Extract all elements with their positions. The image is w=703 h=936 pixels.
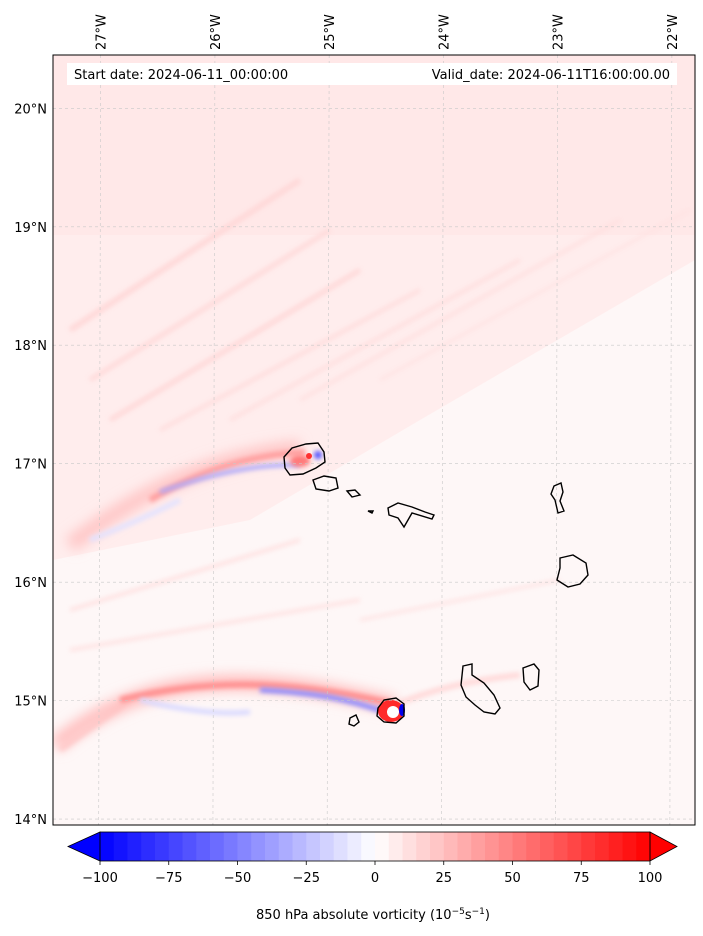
- island-maio: [522, 663, 540, 691]
- map-frame: [52, 54, 696, 826]
- colorbar-bin: [347, 832, 362, 861]
- colorbar: [67, 831, 678, 862]
- colorbar-bin: [223, 832, 238, 861]
- meridian-gridline: [98, 55, 101, 825]
- colorbar-tick-label: −75: [155, 871, 182, 886]
- lat-tick-label: 15°N: [14, 695, 47, 710]
- colorbar-tick-label: −100: [82, 871, 118, 886]
- colorbar-bin: [333, 832, 348, 861]
- lon-tick-label: 22°W: [666, 14, 681, 50]
- meridian-gridline: [669, 55, 673, 825]
- colorbar-bin: [113, 832, 128, 861]
- island-sal: [550, 482, 565, 514]
- lon-tick-label: 24°W: [437, 14, 452, 50]
- colorbar-bin: [443, 832, 458, 861]
- header-box: [67, 63, 677, 85]
- start-date-label: Start date: 2024-06-11_00:00:00: [74, 68, 288, 83]
- colorbar-bin: [416, 832, 431, 861]
- colorbar-bin: [306, 832, 321, 861]
- island-brava: [348, 714, 360, 727]
- colorbar-tick-label: 75: [573, 871, 590, 886]
- colorbar-bin: [278, 832, 293, 861]
- colorbar-bin: [553, 832, 568, 861]
- island-santa-luzia: [345, 489, 362, 498]
- colorbar-bin: [457, 832, 472, 861]
- colorbar-bin: [292, 832, 307, 861]
- island-santiago: [460, 663, 501, 715]
- colorbar-bin: [361, 832, 376, 861]
- colorbar-bin: [512, 832, 527, 861]
- lat-tick-label: 16°N: [14, 576, 47, 591]
- colorbar-bin: [237, 832, 252, 861]
- colorbar-tick-label: 50: [504, 871, 521, 886]
- colorbar-bin: [320, 832, 335, 861]
- islands: [283, 442, 589, 727]
- colorbar-bin: [100, 832, 115, 861]
- colorbar-label: 850 hPa absolute vorticity (10−5s−1): [256, 907, 490, 923]
- colorbar-bin: [498, 832, 513, 861]
- island-boa-vista: [556, 554, 589, 588]
- colorbar-tick-label: −25: [293, 871, 320, 886]
- colorbar-bin: [526, 832, 541, 861]
- island-sao-vicente: [312, 475, 339, 492]
- lon-tick-label: 25°W: [323, 14, 338, 50]
- colorbar-bin: [388, 832, 403, 861]
- colorbar-tick-label: 0: [371, 871, 379, 886]
- colorbar-bin: [155, 832, 170, 861]
- colorbar-bin: [430, 832, 445, 861]
- colorbar-bin: [471, 832, 486, 861]
- lat-tick-label: 18°N: [14, 339, 47, 354]
- colorbar-bin: [375, 832, 390, 861]
- meridian-gridline: [555, 55, 558, 825]
- lat-tick-label: 19°N: [14, 221, 47, 236]
- colorbar-bin: [595, 832, 610, 861]
- meridian-gridline: [326, 55, 330, 825]
- santo-antao-vorticity-core: [290, 451, 322, 467]
- colorbar-tick-label: 25: [435, 871, 452, 886]
- colorbar-bin: [581, 832, 596, 861]
- colorbar-bin: [567, 832, 582, 861]
- colorbar-bin: [485, 832, 500, 861]
- northwest-pink-field: [53, 235, 695, 560]
- lon-tick-label: 26°W: [209, 14, 224, 50]
- colorbar-bin: [251, 832, 266, 861]
- lat-tick-label: 17°N: [14, 458, 47, 473]
- colorbar-bin: [182, 832, 197, 861]
- gridlines: [53, 55, 695, 825]
- colorbar-bin: [265, 832, 280, 861]
- colorbar-bin: [622, 832, 637, 861]
- island-branco: [367, 510, 375, 514]
- colorbar-tick-label: 100: [638, 871, 663, 886]
- colorbar-tick-labels: −100 −75 −50 −25 0 25 50 75 100: [82, 861, 662, 886]
- island-fogo: [376, 697, 405, 724]
- meridian-gridline: [441, 55, 444, 825]
- colorbar-extend-low: [67, 831, 101, 862]
- island-santo-antao: [283, 442, 326, 476]
- colorbar-bin: [636, 832, 651, 861]
- lat-tick-label: 20°N: [14, 102, 47, 117]
- latitude-tick-labels: 20°N 19°N 18°N 17°N 16°N 15°N 14°N: [14, 102, 47, 828]
- colorbar-bin: [402, 832, 417, 861]
- lon-tick-label: 27°W: [95, 14, 110, 50]
- lon-tick-label: 23°W: [552, 14, 567, 50]
- lat-tick-label: 14°N: [14, 813, 47, 828]
- southern-wake: [53, 672, 521, 752]
- colorbar-bin: [540, 832, 555, 861]
- colorbar-bin: [127, 832, 142, 861]
- island-sao-nicolau: [387, 502, 435, 529]
- meridian-gridline: [212, 55, 216, 825]
- colorbar-bin: [141, 832, 156, 861]
- longitude-tick-labels: 27°W 26°W 25°W 24°W 23°W 22°W: [95, 14, 681, 50]
- colorbar-extend-high: [649, 831, 678, 862]
- vorticity-field: [53, 55, 695, 825]
- colorbar-bin: [210, 832, 225, 861]
- colorbar-bin: [608, 832, 623, 861]
- colorbar-bin: [168, 832, 183, 861]
- colorbar-bin: [196, 832, 211, 861]
- valid-date-label: Valid_date: 2024-06-11T16:00:00.00: [432, 68, 670, 83]
- colorbar-tick-label: −50: [224, 871, 251, 886]
